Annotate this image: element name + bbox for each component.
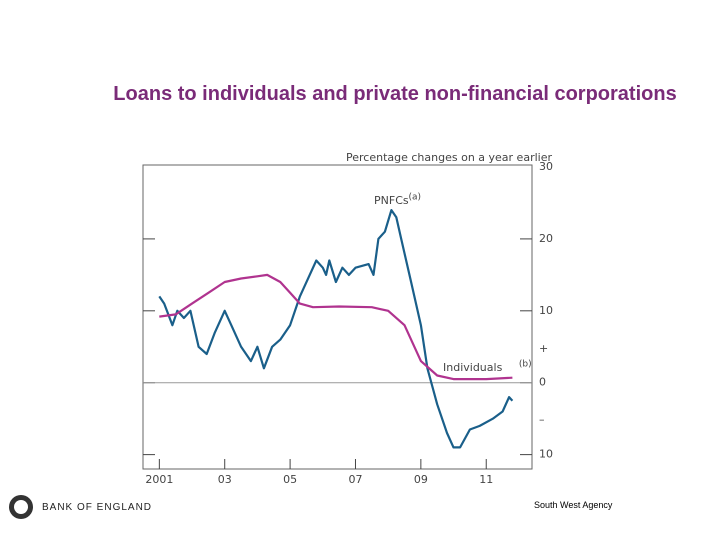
sign-minus: – [539,413,545,426]
x-tick-label: 09 [414,473,428,486]
series-label: Individuals [443,361,503,374]
x-tick-label: 2001 [145,473,173,486]
y-tick-label: 10 [539,304,553,317]
x-tick-label: 03 [218,473,232,486]
x-tick-label: 07 [348,473,362,486]
org-name: BANK OF ENGLAND [42,501,153,513]
x-tick-label: 11 [479,473,493,486]
y-tick-label: 30 [539,160,553,173]
x-tick-label: 05 [283,473,297,486]
series-label: PNFCs [374,194,409,207]
logo-icon [9,495,33,519]
y-tick-label: 0 [539,376,546,389]
series-line [159,273,513,381]
y-tick-label: 20 [539,232,553,245]
series-line [158,209,514,449]
logo: BANK OF ENGLAND [8,494,152,520]
subtitle: Percentage changes on a year earlier [346,151,552,164]
series-note: (a) [409,193,422,203]
agency-name: South West Agency [534,500,613,510]
plot-frame [142,164,533,470]
series-note: (b) [519,360,532,370]
y-tick-label: 10 [539,448,553,461]
chart-title: Loans to individuals and private non-fin… [113,83,677,105]
sign-plus: + [539,342,548,355]
